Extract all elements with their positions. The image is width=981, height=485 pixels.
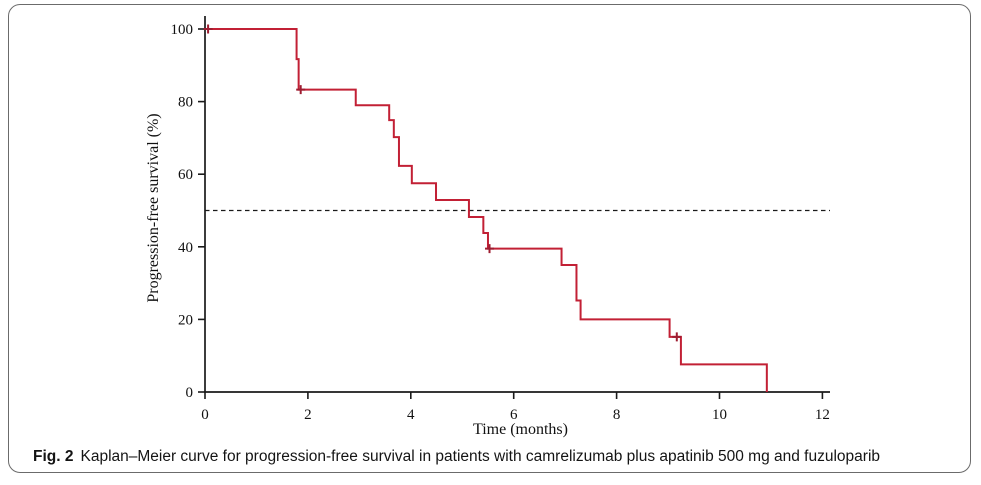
x-tick-label: 2	[304, 407, 312, 423]
censor-mark	[485, 244, 495, 254]
x-tick-label: 12	[815, 407, 830, 423]
x-tick-label: 0	[201, 407, 209, 423]
figure-caption-label: Fig. 2	[33, 448, 74, 465]
censor-mark	[203, 24, 213, 34]
y-tick-label: 20	[178, 312, 193, 328]
x-tick-label: 6	[510, 407, 518, 423]
y-tick-label: 0	[186, 385, 194, 401]
y-tick-label: 60	[178, 167, 193, 183]
figure-caption: Fig. 2 Kaplan–Meier curve for progression…	[33, 448, 953, 466]
y-tick-label: 100	[171, 22, 194, 38]
censor-mark	[296, 85, 306, 95]
x-axis-title: Time (months)	[473, 421, 568, 438]
y-tick-label: 80	[178, 95, 193, 111]
x-tick-label: 10	[712, 407, 727, 423]
y-axis-title: Progression-free survival (%)	[145, 113, 162, 302]
km-curve	[205, 28, 768, 392]
x-tick-label: 4	[407, 407, 415, 423]
figure-panel-border	[8, 4, 971, 473]
x-tick-label: 8	[613, 407, 621, 423]
figure-caption-text: Kaplan–Meier curve for progression-free …	[80, 448, 881, 465]
y-tick-label: 40	[178, 240, 193, 256]
censor-mark	[672, 332, 682, 342]
